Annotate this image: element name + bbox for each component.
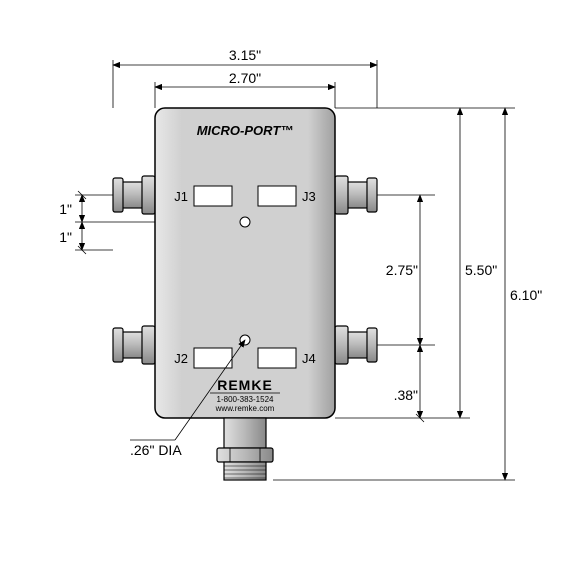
manufacturer-phone: 1-800-383-1524 <box>217 395 274 404</box>
svg-text:2.75": 2.75" <box>386 262 418 278</box>
port-label-j2: J2 <box>174 351 188 366</box>
port-label-j1: J1 <box>174 189 188 204</box>
side-connector-j3 <box>335 176 377 214</box>
dim-inner-width: 2.70" <box>155 70 335 108</box>
svg-text:.26" DIA: .26" DIA <box>130 442 182 458</box>
svg-text:1": 1" <box>59 201 72 217</box>
brand-label: MICRO-PORT™ <box>197 123 294 138</box>
svg-text:.38": .38" <box>394 387 418 403</box>
manufacturer-name: REMKE <box>217 377 273 393</box>
manufacturer-website: www.remke.com <box>215 404 275 413</box>
dim-port-vertical: 2.75" <box>377 195 435 345</box>
device-body <box>155 108 335 418</box>
svg-text:3.15": 3.15" <box>229 47 261 63</box>
mounting-hole-top <box>240 217 250 227</box>
svg-text:2.70": 2.70" <box>229 70 261 86</box>
technical-drawing: MICRO-PORT™ J1 J3 J2 J4 REMKE 1-800-383-… <box>0 0 570 570</box>
side-connector-j4 <box>335 326 377 364</box>
dim-mount-offset: .38" <box>394 345 424 422</box>
svg-text:1": 1" <box>59 229 72 245</box>
side-connector-j2 <box>113 326 155 364</box>
bottom-connector <box>217 418 273 480</box>
svg-text:6.10": 6.10" <box>510 287 542 303</box>
port-label-j4: J4 <box>302 351 316 366</box>
port-label-j3: J3 <box>302 189 316 204</box>
svg-text:5.50": 5.50" <box>465 262 497 278</box>
side-connector-j1 <box>113 176 155 214</box>
